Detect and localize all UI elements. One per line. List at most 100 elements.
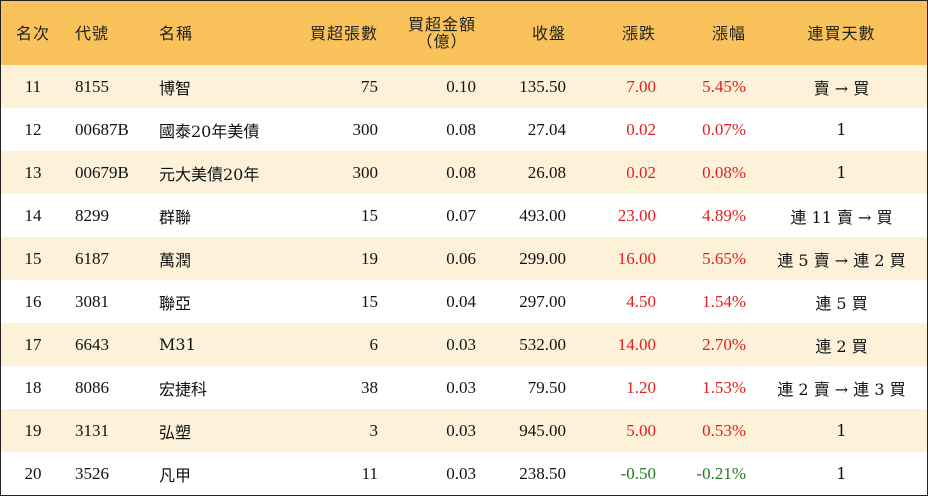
cell-net-buy-amount: 0.06 bbox=[446, 248, 476, 268]
cell-change-pct: 0.53% bbox=[702, 420, 746, 440]
cell-change: 1.20 bbox=[626, 377, 656, 397]
table-row: 14 8299 群聯 15 0.07 493.00 23.00 4.89% 連 … bbox=[1, 194, 927, 237]
cell-net-buy-lots: 38 bbox=[361, 377, 378, 397]
cell-change-pct: 5.65% bbox=[702, 248, 746, 268]
cell-consecutive-buy-days: 連 5 買 bbox=[815, 293, 868, 313]
table-row: 17 6643 M31 6 0.03 532.00 14.00 2.70% 連 … bbox=[1, 323, 927, 366]
cell-name: 聯亞 bbox=[159, 293, 192, 313]
header-net-buy-amount-line1: 買超金額 bbox=[407, 15, 476, 34]
cell-change: 23.00 bbox=[617, 205, 656, 225]
table-row: 12 00687B 國泰20年美債 300 0.08 27.04 0.02 0.… bbox=[1, 108, 927, 151]
cell-code: 8299 bbox=[75, 205, 109, 225]
cell-rank: 15 bbox=[24, 248, 42, 268]
cell-change: 0.02 bbox=[626, 119, 656, 139]
table-row: 16 3081 聯亞 15 0.04 297.00 4.50 1.54% 連 5… bbox=[1, 280, 927, 323]
header-name: 名稱 bbox=[159, 23, 194, 43]
cell-close: 532.00 bbox=[519, 334, 566, 354]
cell-name: 萬潤 bbox=[159, 250, 192, 270]
cell-code: 3526 bbox=[75, 463, 109, 483]
header-close: 收盤 bbox=[531, 23, 566, 43]
cell-name: 弘塑 bbox=[159, 422, 192, 442]
cell-close: 26.08 bbox=[527, 162, 566, 182]
cell-net-buy-lots: 75 bbox=[361, 76, 378, 96]
cell-change: 4.50 bbox=[626, 291, 656, 311]
cell-code: 3131 bbox=[75, 420, 109, 440]
cell-consecutive-buy-days: 連 11 賣 → 買 bbox=[790, 207, 893, 227]
cell-code: 00687B bbox=[75, 119, 129, 139]
cell-consecutive-buy-days: 1 bbox=[836, 120, 847, 139]
cell-rank: 18 bbox=[24, 377, 42, 397]
cell-change: 0.02 bbox=[626, 162, 656, 182]
cell-consecutive-buy-days: 1 bbox=[836, 421, 847, 440]
cell-net-buy-amount: 0.10 bbox=[446, 76, 476, 96]
cell-name: M31 bbox=[159, 335, 196, 354]
cell-net-buy-amount: 0.04 bbox=[446, 291, 476, 311]
cell-close: 297.00 bbox=[519, 291, 566, 311]
table-row: 11 8155 博智 75 0.10 135.50 7.00 5.45% 賣 →… bbox=[1, 65, 927, 108]
cell-net-buy-amount: 0.03 bbox=[446, 334, 476, 354]
cell-change: 5.00 bbox=[626, 420, 656, 440]
cell-change-pct: 0.08% bbox=[702, 162, 746, 182]
header-code: 代號 bbox=[75, 23, 110, 43]
cell-consecutive-buy-days: 連 2 買 bbox=[815, 336, 868, 356]
table-row: 19 3131 弘塑 3 0.03 945.00 5.00 0.53% 1 bbox=[1, 409, 927, 452]
cell-net-buy-amount: 0.03 bbox=[446, 377, 476, 397]
table-header-row: 名次 代號 名稱 買超張數 買超金額 （億） 收盤 漲跌 漲幅 連買天數 bbox=[1, 1, 927, 65]
header-change: 漲跌 bbox=[621, 23, 656, 43]
table-row: 18 8086 宏捷科 38 0.03 79.50 1.20 1.53% 連 2… bbox=[1, 366, 927, 409]
cell-net-buy-lots: 15 bbox=[361, 205, 378, 225]
cell-name: 元大美債20年 bbox=[159, 164, 260, 184]
header-change-pct: 漲幅 bbox=[711, 23, 746, 43]
cell-change-pct: 1.53% bbox=[702, 377, 746, 397]
cell-name: 博智 bbox=[159, 78, 192, 98]
table-row: 13 00679B 元大美債20年 300 0.08 26.08 0.02 0.… bbox=[1, 151, 927, 194]
cell-net-buy-lots: 6 bbox=[369, 334, 379, 354]
cell-code: 3081 bbox=[75, 291, 109, 311]
cell-consecutive-buy-days: 賣 → 買 bbox=[813, 78, 870, 98]
cell-change-pct: -0.21% bbox=[696, 463, 746, 483]
cell-change: 16.00 bbox=[617, 248, 656, 268]
cell-change: 7.00 bbox=[626, 76, 656, 96]
cell-net-buy-lots: 15 bbox=[361, 291, 378, 311]
cell-change-pct: 5.45% bbox=[702, 76, 746, 96]
header-consecutive-buy-days: 連買天數 bbox=[807, 23, 876, 43]
cell-close: 79.50 bbox=[527, 377, 566, 397]
cell-name: 國泰20年美債 bbox=[159, 121, 260, 141]
cell-change-pct: 1.54% bbox=[702, 291, 746, 311]
header-rank: 名次 bbox=[15, 23, 50, 43]
cell-rank: 13 bbox=[24, 162, 42, 182]
header-net-buy-amount: 買超金額 （億） bbox=[388, 1, 486, 65]
cell-code: 6643 bbox=[75, 334, 109, 354]
cell-name: 凡甲 bbox=[159, 465, 192, 485]
cell-rank: 12 bbox=[24, 119, 42, 139]
cell-consecutive-buy-days: 1 bbox=[836, 163, 847, 182]
cell-net-buy-amount: 0.07 bbox=[446, 205, 476, 225]
cell-code: 8155 bbox=[75, 76, 109, 96]
cell-net-buy-amount: 0.08 bbox=[446, 162, 476, 182]
cell-rank: 17 bbox=[24, 334, 42, 354]
cell-close: 299.00 bbox=[519, 248, 566, 268]
cell-code: 8086 bbox=[75, 377, 109, 397]
cell-close: 238.50 bbox=[519, 463, 566, 483]
cell-rank: 16 bbox=[24, 291, 42, 311]
header-net-buy-lots: 買超張數 bbox=[309, 23, 378, 43]
cell-rank: 14 bbox=[24, 205, 42, 225]
cell-change: -0.50 bbox=[620, 463, 656, 483]
cell-change-pct: 2.70% bbox=[702, 334, 746, 354]
cell-net-buy-lots: 300 bbox=[352, 119, 379, 139]
table-row: 15 6187 萬潤 19 0.06 299.00 16.00 5.65% 連 … bbox=[1, 237, 927, 280]
cell-close: 135.50 bbox=[519, 76, 566, 96]
cell-change-pct: 0.07% bbox=[702, 119, 746, 139]
cell-net-buy-lots: 11 bbox=[361, 463, 378, 483]
cell-net-buy-lots: 3 bbox=[369, 420, 379, 440]
cell-name: 群聯 bbox=[159, 207, 192, 227]
cell-rank: 19 bbox=[24, 420, 42, 440]
cell-net-buy-amount: 0.03 bbox=[446, 463, 476, 483]
cell-change: 14.00 bbox=[617, 334, 656, 354]
cell-close: 493.00 bbox=[519, 205, 566, 225]
cell-rank: 11 bbox=[24, 76, 42, 96]
cell-close: 945.00 bbox=[519, 420, 566, 440]
cell-net-buy-amount: 0.08 bbox=[446, 119, 476, 139]
cell-net-buy-lots: 19 bbox=[361, 248, 378, 268]
